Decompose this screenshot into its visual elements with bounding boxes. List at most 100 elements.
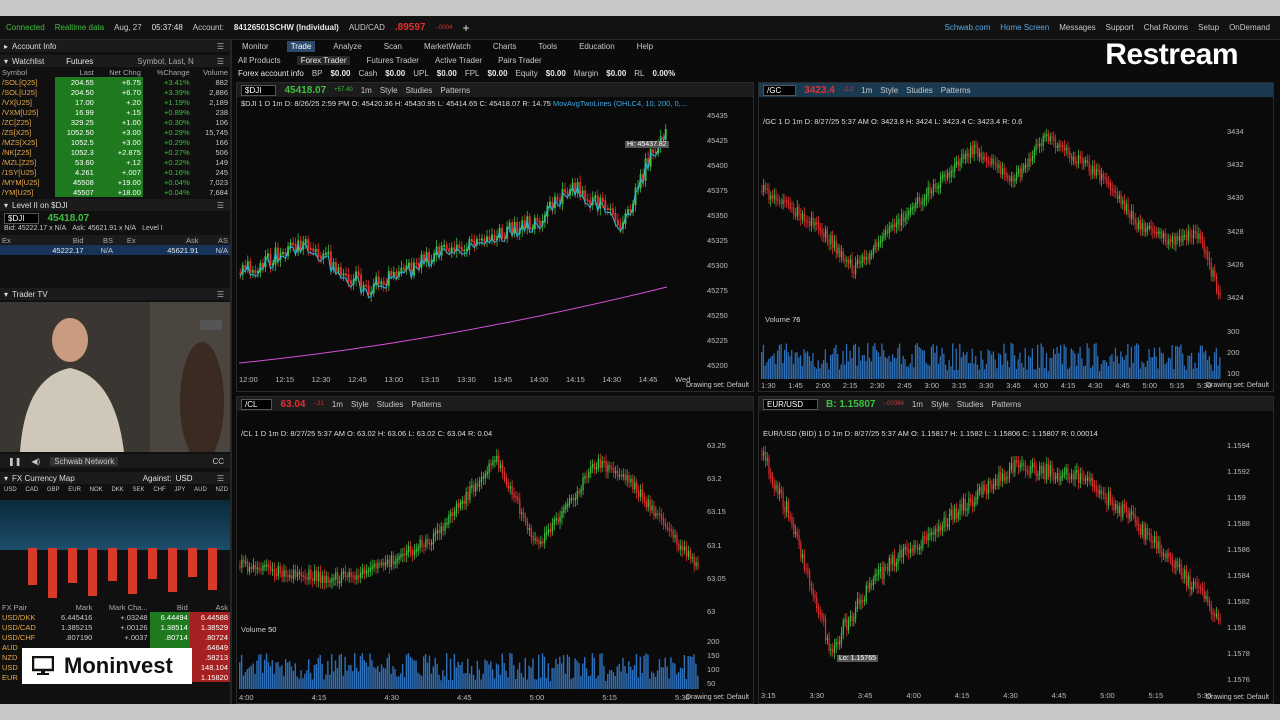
- patterns-button[interactable]: Patterns: [991, 399, 1022, 409]
- style-button[interactable]: Style: [880, 85, 899, 95]
- collapse-icon[interactable]: ▾: [4, 200, 9, 210]
- link-setup[interactable]: Setup: [1198, 23, 1220, 32]
- fx-col-mark[interactable]: Mark: [75, 602, 93, 612]
- collapse-icon[interactable]: ▾: [4, 289, 9, 299]
- interval-selector[interactable]: 1m: [861, 85, 873, 95]
- menu-icon[interactable]: ☰: [216, 56, 224, 66]
- watchlist-row[interactable]: /SOL[U25] 204.50 +6.70 +3.39% 2,886: [0, 87, 230, 97]
- col-last[interactable]: Last: [79, 67, 94, 77]
- menu-education[interactable]: Education: [579, 42, 615, 51]
- fx-code[interactable]: USD: [4, 487, 17, 493]
- add-icon[interactable]: +: [462, 20, 470, 35]
- fx-code[interactable]: CAD: [25, 487, 39, 493]
- style-button[interactable]: Style: [930, 399, 949, 409]
- collapse-icon[interactable]: ▾: [4, 473, 9, 483]
- pause-icon[interactable]: ❚❚: [8, 456, 22, 466]
- collapse-icon[interactable]: ▾: [4, 56, 9, 66]
- fx-code[interactable]: GBP: [46, 487, 60, 493]
- menu-icon[interactable]: ☰: [216, 473, 224, 483]
- patterns-button[interactable]: Patterns: [940, 85, 971, 95]
- interval-selector[interactable]: 1m: [360, 85, 372, 95]
- symbol-input[interactable]: /CL: [241, 398, 273, 410]
- watchlist-row[interactable]: /MYM[U25] 45508 +19.00 +0.04% 7,023: [0, 177, 230, 187]
- watchlist-row[interactable]: /NK[Z25] 1052.3 +2.875 +0.27% 506: [0, 147, 230, 157]
- price-chart[interactable]: [239, 441, 699, 617]
- fx-col-pair[interactable]: FX Pair: [2, 602, 28, 612]
- link-messages[interactable]: Messages: [1059, 23, 1096, 32]
- tab-all-products[interactable]: All Products: [238, 55, 281, 65]
- fx-code[interactable]: NZD: [215, 487, 228, 493]
- trader-tv-video[interactable]: [0, 302, 230, 462]
- fx-code[interactable]: DKK: [111, 487, 124, 493]
- interval-selector[interactable]: 1m: [331, 399, 343, 409]
- style-button[interactable]: Style: [350, 399, 369, 409]
- col-pctchange[interactable]: %Change: [156, 67, 190, 77]
- symbol-input[interactable]: $DJI: [241, 84, 277, 96]
- tab-forex-trader[interactable]: Forex Trader: [296, 55, 351, 65]
- watchlist-search[interactable]: Symbol, Last, N: [137, 56, 194, 66]
- menu-analyze[interactable]: Analyze: [333, 42, 362, 51]
- cc-icon[interactable]: CC: [212, 456, 224, 466]
- fx-row[interactable]: USD/CHF .807190 +.0037.80714.80724: [0, 632, 230, 642]
- fx-col-ask[interactable]: Ask: [215, 602, 228, 612]
- level2-symbol[interactable]: $DJI: [4, 212, 40, 224]
- pair-symbol[interactable]: AUD/CAD: [348, 23, 385, 32]
- fx-row[interactable]: USD/CAD 1.385215 +.00126 1.38514 1.38529: [0, 622, 230, 632]
- fx-row[interactable]: AUD .64649: [0, 642, 230, 652]
- menu-icon[interactable]: ☰: [216, 200, 224, 210]
- watchlist-row[interactable]: /VX[U25] 17.00 +.20 +1.19% 2,189: [0, 97, 230, 107]
- menu-icon[interactable]: ☰: [216, 41, 224, 51]
- watchlist-row[interactable]: /VXM[U25] 16.99 +.15 +0.89% 238: [0, 107, 230, 117]
- account-info-header[interactable]: ▸ Account Info ☰: [0, 40, 230, 52]
- menu-charts[interactable]: Charts: [492, 42, 517, 51]
- watchlist-row[interactable]: /ZS[X25] 1052.50 +3.00 +0.29% 15,745: [0, 127, 230, 137]
- col-volume[interactable]: Volume: [202, 67, 228, 77]
- price-chart[interactable]: [761, 441, 1221, 685]
- trader-tv-header[interactable]: ▾ Trader TV ☰: [0, 288, 230, 300]
- fx-code[interactable]: JPY: [174, 487, 186, 493]
- drawing-set[interactable]: Drawing set: Default: [1205, 382, 1269, 389]
- col-symbol[interactable]: Symbol: [2, 67, 28, 77]
- menu-icon[interactable]: ☰: [216, 289, 224, 299]
- fx-against-selector[interactable]: USD: [175, 473, 193, 483]
- fx-code[interactable]: SEK: [132, 487, 145, 493]
- patterns-button[interactable]: Patterns: [440, 85, 471, 95]
- studies-button[interactable]: Studies: [376, 399, 404, 409]
- tab-futures-trader[interactable]: Futures Trader: [366, 55, 419, 65]
- watchlist-selector[interactable]: Futures: [66, 56, 94, 66]
- ondemand-button[interactable]: OnDemand: [1229, 23, 1270, 32]
- price-chart[interactable]: [761, 127, 1221, 303]
- fx-code[interactable]: AUD: [194, 487, 207, 493]
- fx-map-header[interactable]: ▾ FX Currency Map Against: USD ☰: [0, 472, 230, 484]
- menu-marketwatch[interactable]: MarketWatch: [424, 42, 471, 51]
- symbol-input[interactable]: EUR/USD: [763, 398, 819, 410]
- menu-help[interactable]: Help: [636, 42, 654, 51]
- studies-button[interactable]: Studies: [956, 399, 984, 409]
- watchlist-row[interactable]: /SOL[Q25] 204.55 +6.75 +3.41% 882: [0, 77, 230, 87]
- account-selector[interactable]: 84126501SCHW (Individual): [233, 23, 339, 32]
- menu-tools[interactable]: Tools: [538, 42, 558, 51]
- level2-header[interactable]: ▾ Level II on $DJI ☰: [0, 199, 230, 211]
- fx-code[interactable]: EUR: [68, 487, 81, 493]
- watchlist-row[interactable]: /MZS[X25] 1052.5 +3.00 +0.29% 166: [0, 137, 230, 147]
- drawing-set[interactable]: Drawing set: Default: [685, 382, 749, 389]
- studies-button[interactable]: Studies: [906, 85, 933, 95]
- fx-code[interactable]: CHF: [153, 487, 166, 493]
- fx-row[interactable]: USD/DKK 6.445416 +.03248 6.44494 6.44588: [0, 612, 230, 622]
- watchlist-row[interactable]: /MZL[Z25] 53.60 +.12 +0.22% 149: [0, 157, 230, 167]
- link-schwab[interactable]: Schwab.com: [944, 23, 991, 32]
- patterns-button[interactable]: Patterns: [411, 399, 442, 409]
- collapse-icon[interactable]: ▸: [4, 41, 9, 51]
- volume-icon[interactable]: ◀): [31, 456, 41, 466]
- watchlist-row[interactable]: /YM[U25] 45507 +18.00 +0.04% 7,684: [0, 187, 230, 197]
- menu-monitor[interactable]: Monitor: [242, 42, 269, 51]
- drawing-set[interactable]: Drawing set: Default: [1205, 694, 1269, 701]
- fx-col-bid[interactable]: Bid: [176, 602, 188, 612]
- interval-selector[interactable]: 1m: [911, 399, 923, 409]
- link-home-screen[interactable]: Home Screen: [1000, 23, 1050, 32]
- tab-active-trader[interactable]: Active Trader: [434, 55, 483, 65]
- studies-button[interactable]: Studies: [405, 85, 433, 95]
- tab-pairs-trader[interactable]: Pairs Trader: [498, 55, 542, 65]
- watchlist-row[interactable]: /1SY[U25] 4.261 +.007 +0.16% 245: [0, 167, 230, 177]
- menu-trade[interactable]: Trade: [286, 41, 316, 52]
